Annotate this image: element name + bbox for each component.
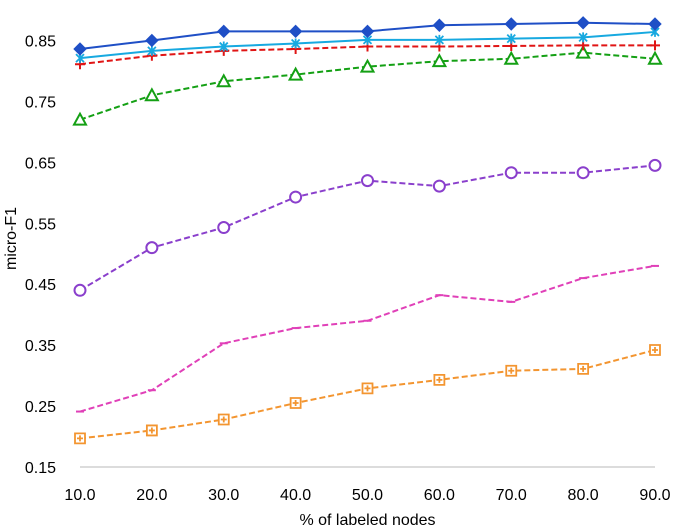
data-point [649,344,661,356]
data-point [360,24,375,39]
x-tick-label: 20.0 [136,487,167,504]
series-3 [75,40,660,70]
data-point [217,24,231,39]
data-point [576,166,590,180]
data-point [289,190,303,204]
data-point [650,40,660,51]
x-tick-label: 30.0 [208,487,239,504]
series-4 [72,44,663,126]
data-point [289,397,302,409]
data-point [73,283,87,297]
x-tick-label: 60.0 [424,487,455,504]
x-tick-label: 80.0 [568,487,599,504]
data-point [288,24,303,39]
data-point [145,33,159,48]
data-point [432,179,446,193]
y-tick-label: 0.45 [25,277,56,294]
x-axis-title: % of labeled nodes [299,512,435,529]
data-point [433,373,446,386]
series-layer [72,16,663,445]
x-tick-label: 50.0 [352,487,383,504]
y-axis-title: micro-F1 [3,207,20,270]
data-point [145,424,158,437]
y-tick-label: 0.25 [25,399,56,416]
y-tick-label: 0.85 [25,33,56,50]
data-point [290,38,301,49]
data-point [361,174,374,188]
data-point [575,44,591,59]
data-point [647,50,663,65]
data-point [217,413,230,426]
data-point [361,382,374,395]
data-point [219,41,229,52]
y-tick-label: 0.15 [25,460,56,477]
data-point [648,17,662,31]
data-point [503,50,519,65]
data-point [431,53,448,68]
data-point [578,32,588,43]
y-tick-label: 0.35 [25,338,56,355]
data-point [74,432,86,445]
x-tick-label: 90.0 [639,487,670,504]
data-point [576,16,590,30]
data-point [504,166,518,180]
series-5 [73,158,662,297]
data-point [432,18,447,32]
data-point [506,33,516,44]
x-tick-label: 40.0 [280,487,311,504]
series-1 [73,16,662,56]
data-point [144,87,160,102]
data-point [577,362,590,375]
x-tick-label: 70.0 [496,487,527,504]
data-point [505,364,518,377]
series-6 [76,264,659,413]
x-tick-labels: 10.0 20.0 30.0 40.0 50.0 60.0 70.0 80.0 90.0 [64,487,670,504]
x-tick-label: 10.0 [64,487,95,504]
series-7 [74,344,661,445]
data-point [648,158,662,172]
data-point [434,34,445,45]
data-point [216,73,232,88]
data-point [73,42,87,56]
y-tick-label: 0.75 [25,94,56,111]
y-tick-label: 0.65 [25,155,56,172]
data-point [504,17,518,31]
data-point [147,45,157,56]
data-point [359,58,376,73]
y-tick-label: 0.55 [25,216,56,233]
data-point [72,111,88,126]
data-point [217,221,231,235]
data-point [287,66,304,81]
data-point [145,241,159,255]
series-2 [75,26,660,64]
y-tick-labels: 0.15 0.25 0.35 0.45 0.55 0.65 0.75 0.85 [25,33,56,477]
